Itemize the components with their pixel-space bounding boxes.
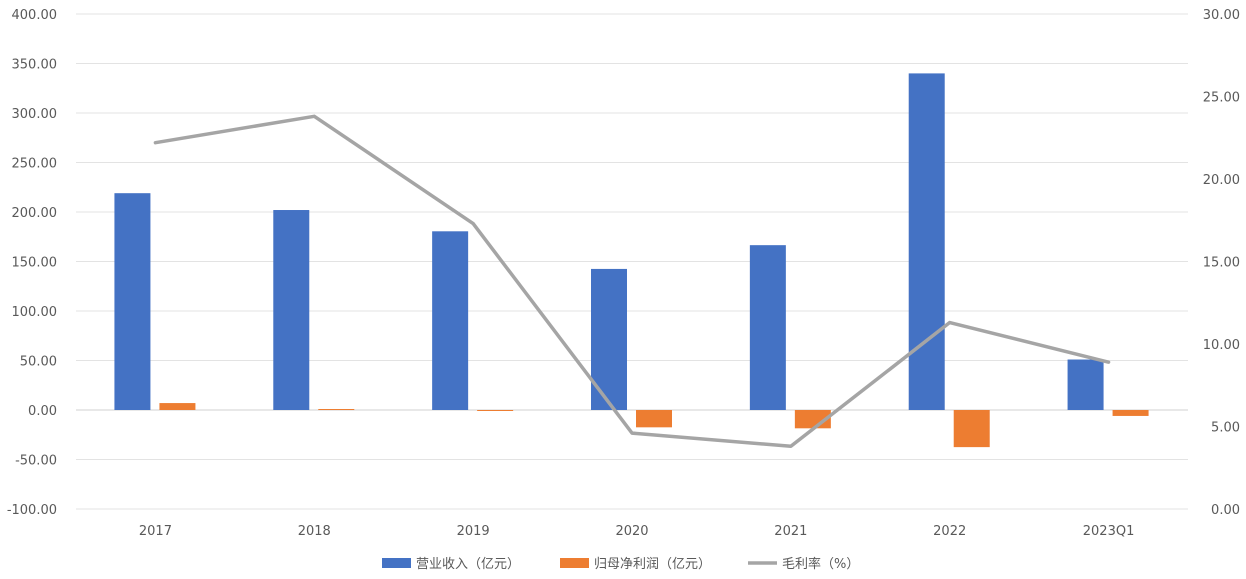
bar-net-profit: [477, 410, 514, 411]
legend: 营业收入（亿元） 归母净利润（亿元） 毛利率（%）: [382, 556, 859, 572]
bar-revenue: [114, 193, 151, 410]
x-tick-label: 2022: [933, 524, 966, 539]
y-right-tick-label: 20.00: [1203, 173, 1240, 188]
bar-revenue: [432, 231, 469, 410]
x-tick-label: 2018: [298, 524, 331, 539]
bars: [114, 73, 1149, 448]
y-right-tick-label: 25.00: [1203, 91, 1240, 106]
y-left-tick-label: 400.00: [12, 8, 58, 23]
y-left-tick-label: 350.00: [12, 58, 58, 73]
legend-label: 归母净利润（亿元）: [594, 557, 711, 572]
bar-revenue: [749, 245, 786, 410]
gridlines: [76, 13, 1188, 510]
y-left-tick-label: 250.00: [12, 157, 58, 172]
y-right-tick-label: 5.00: [1211, 421, 1240, 436]
x-axis: 2017 2018 2019 2020 2021 2022 2023Q1: [139, 524, 1134, 539]
bar-net-profit: [1112, 410, 1149, 416]
x-tick-label: 2021: [774, 524, 807, 539]
bar-net-profit: [953, 410, 990, 448]
y-right-tick-label: 15.00: [1203, 256, 1240, 271]
bar-net-profit: [159, 403, 196, 410]
x-tick-label: 2019: [457, 524, 490, 539]
y-left-tick-label: 200.00: [12, 206, 58, 221]
bar-net-profit: [636, 410, 672, 428]
x-tick-label: 2023Q1: [1083, 524, 1135, 539]
y-left-tick-label: 50.00: [20, 355, 57, 370]
bar-revenue: [1067, 359, 1104, 410]
y-left-tick-label: -50.00: [15, 454, 57, 469]
bar-net-profit: [318, 409, 355, 411]
y-left-tick-label: 300.00: [12, 107, 58, 122]
y-left-tick-label: 0.00: [28, 404, 57, 419]
y-right-tick-label: 10.00: [1203, 338, 1240, 353]
bar-revenue: [908, 73, 945, 411]
legend-swatch: [382, 558, 411, 568]
y-left-tick-label: 150.00: [12, 256, 58, 271]
y-left-tick-label: -100.00: [7, 503, 57, 518]
x-tick-label: 2020: [615, 524, 648, 539]
y-right-tick-label: 30.00: [1203, 8, 1240, 23]
legend-swatch: [560, 558, 589, 568]
line-series: [153, 114, 1111, 449]
y-axis-right: 0.00 5.00 10.00 15.00 20.00 25.00 30.00: [1203, 8, 1240, 518]
bar-revenue: [273, 210, 310, 410]
legend-label: 毛利率（%）: [782, 556, 859, 572]
y-axis-left: -100.00 -50.00 0.00 50.00 100.00 150.00 200.00…: [7, 8, 57, 518]
x-tick-label: 2017: [139, 524, 172, 539]
y-left-tick-label: 100.00: [12, 305, 58, 320]
y-right-tick-label: 0.00: [1211, 503, 1240, 518]
legend-label: 营业收入（亿元）: [416, 557, 520, 572]
